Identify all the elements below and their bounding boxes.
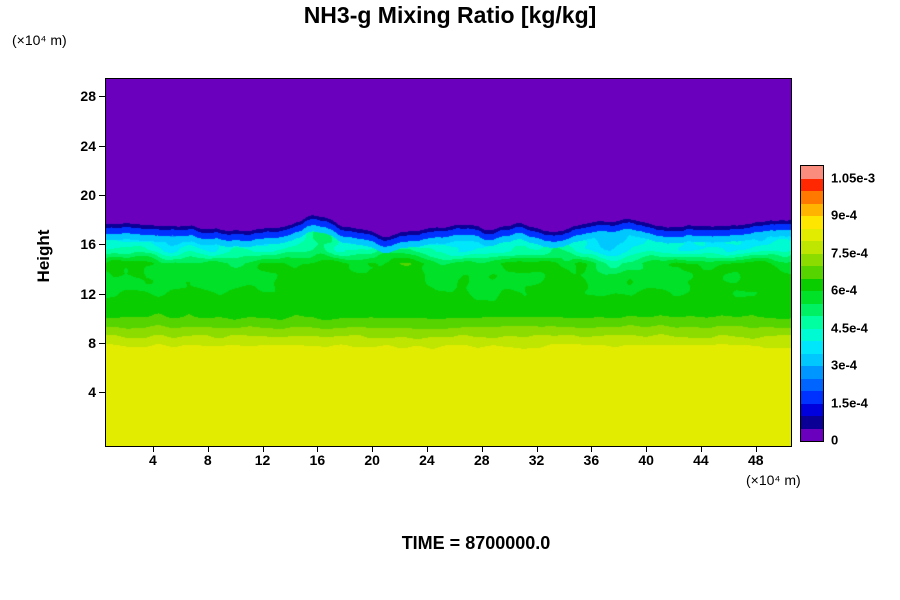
y-tick-mark — [99, 392, 105, 394]
x-tick-mark — [317, 447, 319, 452]
colorbar-segment — [801, 391, 823, 404]
colorbar-segment — [801, 203, 823, 216]
x-tick-mark — [152, 447, 154, 452]
y-tick-mark — [99, 96, 105, 98]
colorbar-segment — [801, 266, 823, 279]
x-tick-mark — [646, 447, 648, 452]
colorbar-label: 0 — [831, 432, 839, 448]
y-tick-label: 28 — [80, 88, 96, 105]
y-tick-mark — [99, 194, 105, 196]
x-tick-label: 36 — [583, 452, 600, 468]
x-tick-label: 16 — [309, 452, 326, 468]
colorbar-label: 1.5e-4 — [831, 395, 868, 410]
colorbar-segment — [801, 316, 823, 329]
y-tick-label: 8 — [88, 334, 96, 351]
x-tick-mark — [262, 447, 264, 452]
x-tick-mark — [536, 447, 538, 452]
y-axis-label: Height — [34, 229, 53, 283]
colorbar-segment — [801, 166, 823, 179]
colorbar-segment — [801, 328, 823, 341]
x-tick-mark — [481, 447, 483, 452]
y-tick-label: 16 — [80, 236, 96, 253]
x-tick-mark — [700, 447, 702, 452]
x-tick-mark — [426, 447, 428, 452]
colorbar — [800, 165, 824, 442]
x-tick-label: 4 — [149, 452, 157, 468]
y-tick-label: 12 — [80, 285, 96, 302]
y-axis-unit-label: (×10⁴ m) — [12, 32, 67, 48]
y-tick-mark — [99, 145, 105, 147]
x-tick-mark — [755, 447, 757, 452]
y-tick-mark — [99, 244, 105, 246]
chart-title: NH3-g Mixing Ratio [kg/kg] — [303, 2, 597, 28]
y-tick-label: 20 — [80, 186, 96, 203]
x-tick-label: 44 — [693, 452, 709, 468]
colorbar-label: 1.05e-3 — [831, 170, 876, 185]
x-tick-label: 12 — [254, 452, 271, 468]
colorbar-segment — [801, 416, 823, 429]
y-tick-label: 24 — [80, 137, 96, 154]
time-label: TIME = 8700000.0 — [401, 533, 551, 553]
colorbar-label: 3e-4 — [831, 357, 858, 373]
colorbar-segment — [801, 241, 823, 254]
x-tick-label: 8 — [203, 452, 212, 468]
colorbar-segment — [801, 228, 823, 241]
x-tick-mark — [591, 447, 593, 452]
y-tick-mark — [99, 293, 105, 295]
x-tick-label: 40 — [638, 452, 654, 468]
colorbar-segment — [801, 178, 823, 191]
x-tick-label: 24 — [419, 452, 435, 468]
colorbar-label: 6e-4 — [831, 282, 858, 298]
colorbar-segment — [801, 253, 823, 266]
x-tick-mark — [372, 447, 374, 452]
colorbar-label: 4.5e-4 — [831, 320, 868, 335]
colorbar-label: 7.5e-4 — [831, 245, 868, 260]
y-tick-label: 4 — [88, 384, 96, 401]
colorbar-segment — [801, 403, 823, 416]
colorbar-segment — [801, 378, 823, 391]
x-tick-label: 28 — [473, 452, 490, 468]
x-axis-unit-label: (×10⁴ m) — [746, 472, 801, 488]
colorbar-segment — [801, 291, 823, 304]
y-tick-mark — [99, 342, 105, 344]
colorbar-segment — [801, 191, 823, 204]
x-tick-label: 32 — [528, 452, 545, 468]
colorbar-segment — [801, 353, 823, 366]
colorbar-segment — [801, 278, 823, 291]
x-tick-label: 48 — [747, 452, 764, 468]
colorbar-segment — [801, 216, 823, 229]
heatmap-canvas — [105, 78, 792, 447]
x-tick-label: 20 — [364, 452, 380, 468]
colorbar-label: 9e-4 — [831, 207, 858, 223]
x-tick-mark — [207, 447, 209, 452]
colorbar-segment — [801, 341, 823, 354]
colorbar-segment — [801, 303, 823, 316]
colorbar-segment — [801, 428, 823, 441]
colorbar-segment — [801, 366, 823, 379]
